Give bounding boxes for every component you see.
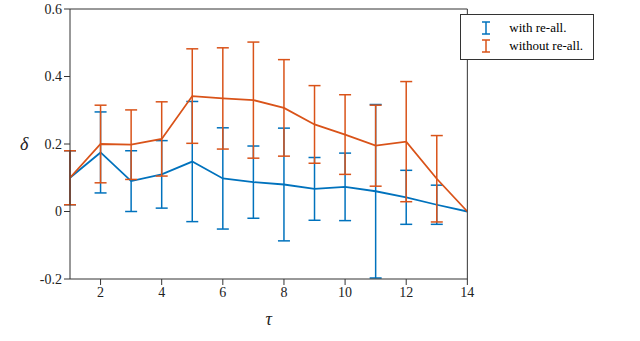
svg-text:δ: δ — [20, 134, 29, 154]
svg-text:10: 10 — [338, 285, 352, 300]
svg-text:0.4: 0.4 — [45, 69, 63, 84]
svg-text:0.2: 0.2 — [45, 137, 63, 152]
svg-text:8: 8 — [280, 285, 287, 300]
svg-text:-0.2: -0.2 — [40, 272, 62, 287]
svg-text:12: 12 — [399, 285, 413, 300]
svg-text:0.6: 0.6 — [45, 2, 63, 17]
svg-text:τ: τ — [265, 309, 272, 329]
html-text:with re-all.: with re-all. — [509, 20, 567, 35]
svg-text:0: 0 — [55, 204, 62, 219]
html-text:without re-all.: without re-all. — [509, 38, 583, 53]
svg-text:2: 2 — [97, 285, 104, 300]
svg-text:14: 14 — [460, 285, 474, 300]
svg-text:6: 6 — [219, 285, 226, 300]
svg-text:4: 4 — [158, 285, 165, 300]
